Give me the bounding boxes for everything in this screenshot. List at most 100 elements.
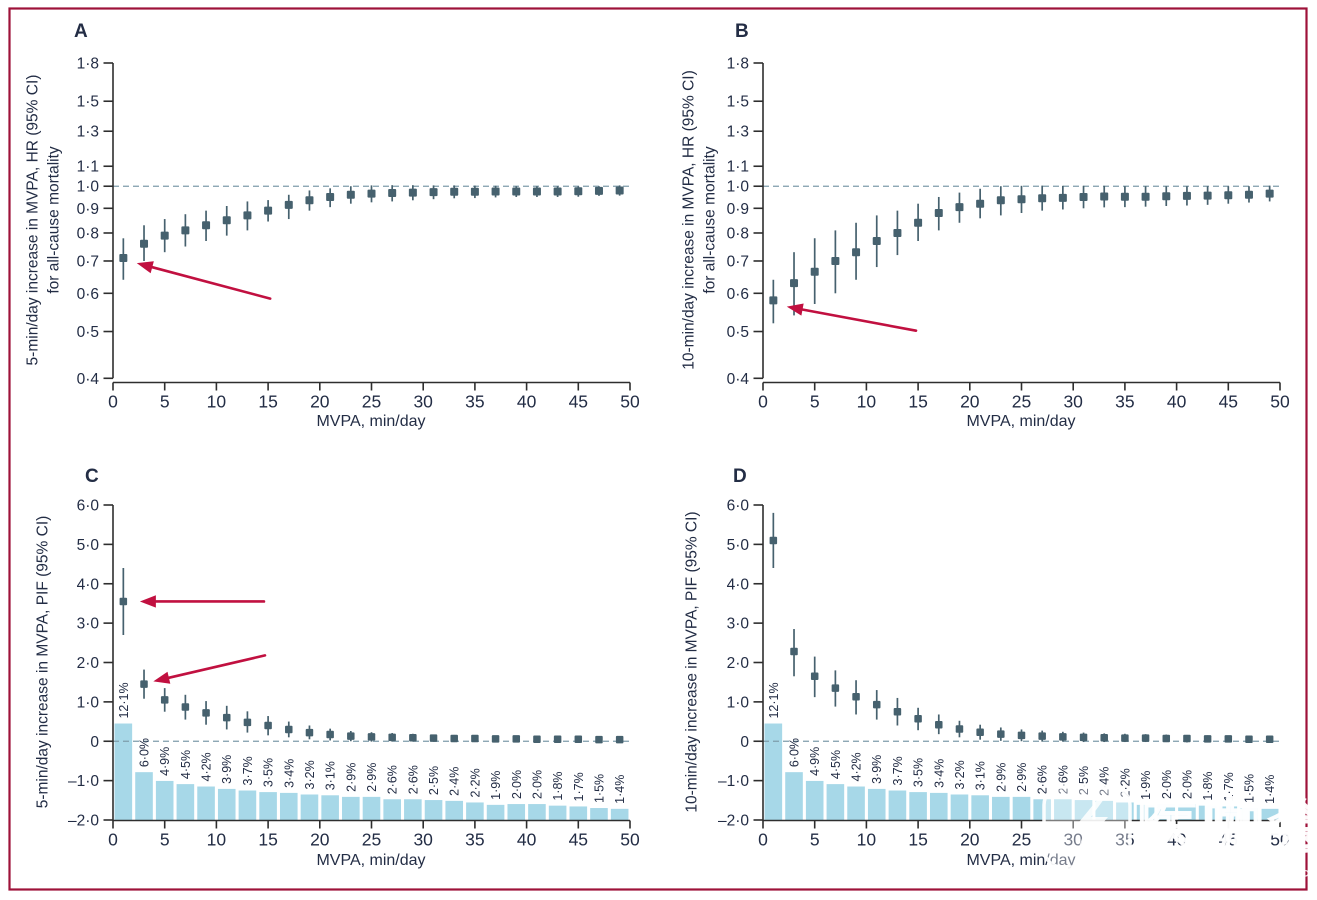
data-point-marker bbox=[955, 203, 964, 212]
bar-percent-label: 4·5% bbox=[179, 750, 193, 779]
x-tick-label: 25 bbox=[1012, 392, 1031, 412]
x-tick-label: 35 bbox=[465, 392, 484, 412]
x-tick-label: 25 bbox=[1012, 830, 1031, 850]
data-point-marker bbox=[1182, 191, 1191, 200]
data-point-marker bbox=[243, 718, 252, 727]
y-tick-label: 1·1 bbox=[727, 159, 749, 176]
y-tick-label: 0·5 bbox=[727, 324, 749, 341]
bar-percent-label: 2·9% bbox=[1015, 763, 1029, 792]
histogram-bar bbox=[569, 806, 588, 820]
data-point-marker bbox=[1183, 734, 1191, 743]
y-tick-label: 2·0 bbox=[727, 655, 750, 672]
histogram-bar bbox=[445, 800, 464, 820]
bar-percent-label: 2·0% bbox=[530, 770, 544, 799]
histogram-bar bbox=[466, 802, 484, 820]
x-tick-label: 40 bbox=[517, 830, 537, 850]
bar-percent-label: 3·7% bbox=[891, 756, 905, 785]
panel-label-c: C bbox=[85, 466, 99, 487]
x-axis-title-c: MVPA, min/day bbox=[316, 852, 426, 870]
bar-percent-label: 3·5% bbox=[912, 758, 926, 787]
annotation-arrow bbox=[164, 654, 267, 680]
histogram-bar bbox=[404, 799, 422, 820]
annotation-arrowhead bbox=[786, 303, 804, 316]
y-tick-label: 1·3 bbox=[77, 124, 99, 141]
x-axis-title-b: MVPA, min/day bbox=[966, 413, 1076, 431]
data-point-marker bbox=[852, 693, 860, 701]
x-tick-label: 45 bbox=[1219, 392, 1238, 412]
x-tick-label: 25 bbox=[362, 392, 381, 412]
y-tick-label: 0·8 bbox=[77, 225, 99, 242]
bar-percent-label: 4·2% bbox=[200, 752, 214, 781]
histogram-bar bbox=[1260, 808, 1279, 820]
x-tick-label: 0 bbox=[758, 392, 768, 412]
data-point-marker bbox=[769, 296, 778, 305]
bar-percent-label: 2·5% bbox=[427, 766, 441, 795]
data-point-marker bbox=[1120, 192, 1129, 201]
histogram-bar bbox=[1219, 806, 1238, 820]
data-point-marker bbox=[831, 684, 840, 692]
data-point-marker bbox=[1265, 189, 1274, 198]
bar-percent-label: 2·6% bbox=[1036, 765, 1050, 794]
histogram-bar bbox=[342, 796, 360, 820]
data-point-marker bbox=[140, 239, 149, 248]
bar-percent-label: 2·0% bbox=[510, 770, 524, 799]
x-tick-label: 30 bbox=[413, 392, 433, 412]
data-point-marker bbox=[119, 597, 128, 606]
data-point-marker bbox=[1162, 734, 1171, 743]
data-point-marker bbox=[615, 186, 624, 195]
bar-percent-label: 1·8% bbox=[1201, 771, 1215, 800]
data-point-marker bbox=[491, 735, 500, 743]
y-tick-label: –1·0 bbox=[718, 773, 749, 790]
bar-percent-label: 3·1% bbox=[324, 761, 338, 790]
x-tick-label: 10 bbox=[207, 830, 227, 850]
data-point-marker bbox=[1059, 733, 1067, 741]
x-tick-label: 10 bbox=[857, 830, 877, 850]
x-tick-label: 35 bbox=[1115, 392, 1134, 412]
y-tick-label: –2·0 bbox=[68, 813, 99, 830]
bar-percent-label: 1·8% bbox=[551, 771, 565, 800]
data-point-marker bbox=[769, 536, 778, 545]
histogram-bar bbox=[548, 805, 567, 820]
x-tick-label: 30 bbox=[1063, 392, 1083, 412]
data-point-marker bbox=[615, 735, 624, 744]
histogram-bar bbox=[867, 788, 886, 820]
data-point-marker bbox=[450, 734, 458, 743]
y-tick-label: 4·0 bbox=[727, 576, 750, 593]
annotation-arrow bbox=[148, 265, 272, 300]
bar-percent-label: 6·0% bbox=[138, 738, 152, 767]
bar-percent-label: 4·5% bbox=[829, 750, 843, 779]
histogram-bar bbox=[528, 804, 546, 820]
y-tick-label: 0·7 bbox=[727, 253, 749, 270]
histogram-bar bbox=[1074, 800, 1093, 820]
y-tick-label: 1·1 bbox=[77, 159, 99, 176]
data-point-marker bbox=[284, 200, 293, 209]
histogram-bar bbox=[1012, 796, 1031, 820]
data-point-marker bbox=[810, 267, 819, 276]
x-tick-label: 15 bbox=[258, 830, 277, 850]
y-tick-label: 1·0 bbox=[727, 179, 750, 196]
y-tick-label: 3·0 bbox=[77, 616, 100, 633]
y-tick-label: 0·9 bbox=[727, 201, 749, 218]
data-point-marker bbox=[997, 730, 1005, 738]
x-tick-label: 35 bbox=[1115, 830, 1134, 850]
x-tick-label: 0 bbox=[108, 830, 118, 850]
data-point-marker bbox=[470, 187, 479, 196]
x-tick-label: 20 bbox=[310, 830, 330, 850]
x-tick-label: 40 bbox=[1167, 830, 1187, 850]
data-point-marker bbox=[408, 188, 417, 197]
y-tick-label: 0·6 bbox=[727, 286, 749, 303]
data-point-marker bbox=[872, 237, 881, 246]
y-tick-label: 0·4 bbox=[77, 371, 100, 388]
x-tick-label: 5 bbox=[810, 392, 820, 412]
y-tick-label: 1·0 bbox=[77, 179, 100, 196]
histogram-bar bbox=[135, 772, 153, 820]
data-point-marker bbox=[346, 190, 355, 199]
data-point-marker bbox=[1203, 191, 1212, 200]
data-point-marker bbox=[872, 700, 881, 709]
bar-percent-label: 12·1% bbox=[117, 682, 131, 718]
y-axis-title-b-line1: 10-min/day increase in MVPA, HR (95% CI) bbox=[680, 70, 698, 370]
x-tick-label: 20 bbox=[960, 392, 980, 412]
bar-percent-label: 1·4% bbox=[613, 775, 627, 804]
bar-percent-label: 2·0% bbox=[1180, 770, 1194, 799]
data-point-marker bbox=[893, 707, 902, 716]
